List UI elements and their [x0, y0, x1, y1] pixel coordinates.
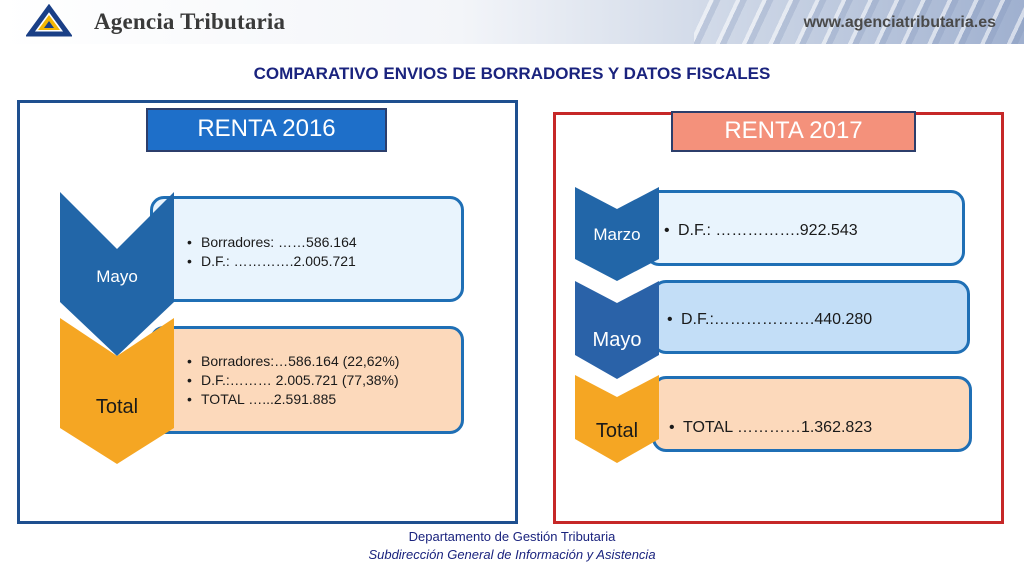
renta-2017-badge: RENTA 2017 [671, 111, 916, 152]
renta-2016-total-item: D.F.:……… 2.005.721 (77,38%) [187, 371, 399, 390]
renta-2016-total-chevron [60, 318, 174, 464]
renta-2017-total-box: TOTAL …………1.362.823 [652, 376, 972, 452]
renta-2017-marzo-item: D.F.: …………….922.543 [664, 221, 858, 241]
renta-2016-badge: RENTA 2016 [146, 108, 387, 152]
renta-2016-mayo-chevron [60, 192, 174, 356]
header-banner: Agencia Tributaria www.agenciatributaria… [0, 0, 1024, 44]
renta-2016-total-item: Borradores:…586.164 (22,62%) [187, 352, 399, 371]
renta-2016-total-item: TOTAL …...2.591.885 [187, 390, 399, 409]
footer-subdirectorate: Subdirección General de Información y As… [368, 547, 656, 562]
renta-2017-total-item: TOTAL …………1.362.823 [669, 418, 872, 438]
agency-name: Agencia Tributaria [94, 9, 286, 34]
footer-department: Departamento de Gestión Tributaria [408, 529, 616, 544]
header-decoration [694, 0, 1024, 44]
renta-2016-mayo-label: Mayo [96, 267, 138, 286]
renta-2017-marzo-chevron [575, 187, 659, 281]
renta-2016-mayo-item: Borradores: ……586.164 [187, 233, 357, 252]
renta-2017-total-label: Total [595, 420, 639, 442]
renta-2017-total-chevron [575, 375, 659, 463]
renta-2016-total-box: Borradores:…586.164 (22,62%) D.F.:……… 2.… [150, 326, 464, 434]
website-url: www.agenciatributaria.es [803, 14, 996, 31]
renta-2016-mayo-box: Borradores: ……586.164 D.F.: ………….2.005.7… [150, 196, 464, 302]
renta-2017-mayo-chevron [575, 281, 659, 379]
renta-2017-marzo-label: Marzo [593, 225, 641, 244]
renta-2017-marzo-box: D.F.: …………….922.543 [645, 190, 965, 266]
renta-2016-mayo-item: D.F.: ………….2.005.721 [187, 252, 357, 271]
page-title: COMPARATIVO ENVIOS DE BORRADORES Y DATOS… [253, 64, 771, 83]
renta-2016-total-label: Total [95, 396, 139, 418]
renta-2016-panel [17, 100, 518, 524]
agencia-tributaria-logo-icon [26, 4, 72, 37]
renta-2017-mayo-box: D.F.:……………….440.280 [652, 280, 970, 354]
renta-2017-mayo-label: Mayo [592, 329, 642, 351]
renta-2017-mayo-item: D.F.:……………….440.280 [667, 310, 872, 330]
